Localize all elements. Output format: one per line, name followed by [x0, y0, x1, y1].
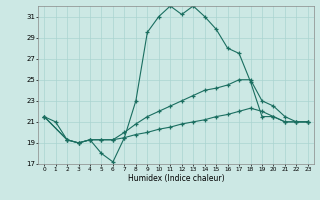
X-axis label: Humidex (Indice chaleur): Humidex (Indice chaleur) — [128, 174, 224, 183]
